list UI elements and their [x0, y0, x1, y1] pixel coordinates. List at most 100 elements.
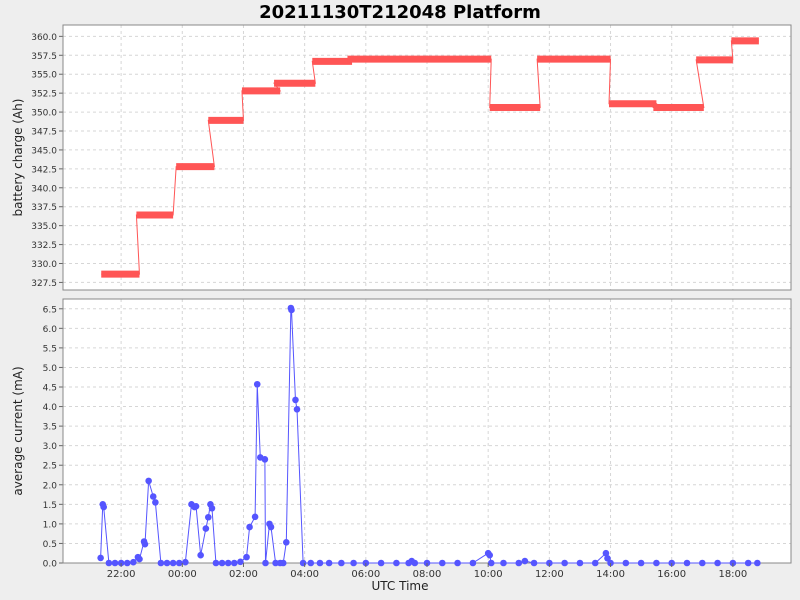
- x-tick-label: 04:00: [290, 569, 319, 580]
- y-tick-label: 357.5: [31, 52, 57, 62]
- current-data-point: [169, 559, 177, 567]
- y-tick-label: 1.5: [43, 501, 57, 511]
- battery-panel: 327.5 330.0 332.5 335.0 337.5 340.0 342.5 345.0…: [11, 24, 792, 291]
- current-data-point: [282, 538, 290, 546]
- current-data-point: [438, 559, 446, 567]
- y-tick-label: 4.0: [43, 403, 58, 413]
- current-data-point: [279, 559, 287, 567]
- current-data-point: [230, 559, 238, 567]
- y-tick-label: 360.0: [31, 33, 57, 43]
- current-data-point: [293, 405, 301, 413]
- x-tick-label: 00:00: [168, 569, 197, 580]
- current-data-point: [299, 559, 307, 567]
- y-tick-label: 5.0: [43, 364, 58, 374]
- current-data-point: [262, 559, 269, 567]
- current-data-point: [141, 540, 149, 548]
- current-data-point: [454, 559, 461, 567]
- x-tick-label: 22:00: [107, 569, 136, 580]
- current-data-point: [591, 559, 599, 567]
- y-tick-label: 1.0: [43, 520, 58, 530]
- y-tick-label: 330.0: [31, 260, 57, 270]
- current-data-point: [653, 559, 660, 567]
- current-data-point: [246, 523, 253, 531]
- y-tick-label: 350.0: [31, 109, 57, 119]
- current-data-point: [192, 502, 200, 510]
- current-data-point: [744, 559, 752, 567]
- current-data-point: [111, 559, 119, 567]
- y-axis-label: average current (mA): [11, 366, 25, 495]
- current-data-point: [105, 559, 113, 567]
- current-data-point: [145, 477, 152, 485]
- current-data-point: [338, 559, 345, 567]
- current-data-point: [754, 559, 761, 567]
- current-data-point: [224, 559, 232, 567]
- current-data-point: [530, 559, 538, 567]
- current-data-point: [208, 504, 216, 512]
- y-tick-label: 3.5: [43, 423, 57, 433]
- current-data-point: [604, 555, 611, 562]
- y-tick-label: 3.0: [43, 442, 58, 452]
- current-data-point: [182, 558, 189, 566]
- y-tick-label: 4.5: [43, 384, 57, 394]
- y-tick-label: 327.5: [31, 279, 57, 289]
- y-tick-label: 5.5: [43, 344, 57, 354]
- current-data-point: [469, 559, 477, 567]
- current-data-point: [698, 559, 706, 567]
- y-tick-label: 352.5: [31, 90, 57, 100]
- current-data-point: [316, 559, 324, 567]
- current-data-point: [261, 456, 269, 463]
- current-data-point: [393, 559, 400, 567]
- x-tick-label: 10:00: [474, 569, 503, 580]
- current-data-point: [683, 559, 691, 567]
- chart-title: 20211130T212048 Platform: [259, 2, 541, 23]
- current-data-point: [622, 559, 630, 567]
- x-tick-label: 02:00: [229, 569, 258, 580]
- current-data-point: [237, 558, 244, 566]
- current-data-point: [288, 306, 295, 314]
- current-data-point: [253, 380, 261, 388]
- y-tick-label: 335.0: [31, 222, 57, 232]
- current-data-point: [714, 559, 721, 567]
- x-tick-label: 08:00: [413, 569, 442, 580]
- current-data-point: [411, 559, 419, 567]
- x-tick-label: 06:00: [351, 569, 380, 580]
- x-tick-label: 18:00: [718, 569, 747, 580]
- current-data-point: [243, 553, 250, 561]
- current-data-point: [197, 551, 204, 559]
- current-data-point: [175, 559, 183, 567]
- current-data-point: [149, 493, 157, 500]
- y-tick-label: 355.0: [31, 71, 57, 81]
- x-axis-label: UTC Time: [371, 579, 429, 593]
- current-data-point: [325, 559, 333, 567]
- current-data-point: [521, 557, 529, 565]
- current-data-point: [212, 559, 220, 567]
- current-data-point: [576, 559, 584, 567]
- current-data-point: [272, 559, 279, 567]
- x-tick-label: 12:00: [535, 569, 564, 580]
- current-data-point: [202, 525, 210, 532]
- current-panel: 0.0 0.5 1.0 1.5 2.0 2.5 3.0 3.5 4.0 4.5 5.0 5.5 6.0 6…: [11, 298, 792, 570]
- current-data-point: [163, 559, 171, 567]
- y-tick-label: 340.0: [31, 184, 57, 194]
- current-data-point: [307, 559, 315, 567]
- y-tick-label: 347.5: [31, 128, 57, 138]
- current-data-point: [157, 559, 165, 567]
- x-axis: 22:00 00:00 02:00 04:00 06:00 08:00 10:00 12:00…: [107, 563, 747, 580]
- y-axis-label: battery charge (Ah): [11, 99, 25, 217]
- x-tick-label: 14:00: [596, 569, 625, 580]
- current-data-point: [292, 396, 299, 404]
- current-data-point: [267, 523, 275, 531]
- current-data-point: [97, 554, 104, 562]
- current-data-point: [637, 559, 645, 567]
- plot-frame: [62, 24, 792, 291]
- current-data-point: [561, 559, 568, 567]
- current-data-point: [500, 559, 507, 567]
- current-data-point: [100, 503, 107, 511]
- current-data-point: [487, 559, 495, 567]
- y-tick-label: 2.0: [43, 481, 58, 491]
- y-tick-label: 0.0: [43, 560, 58, 570]
- x-tick-label: 16:00: [657, 569, 686, 580]
- current-data-point: [218, 559, 226, 567]
- current-data-point: [515, 559, 523, 567]
